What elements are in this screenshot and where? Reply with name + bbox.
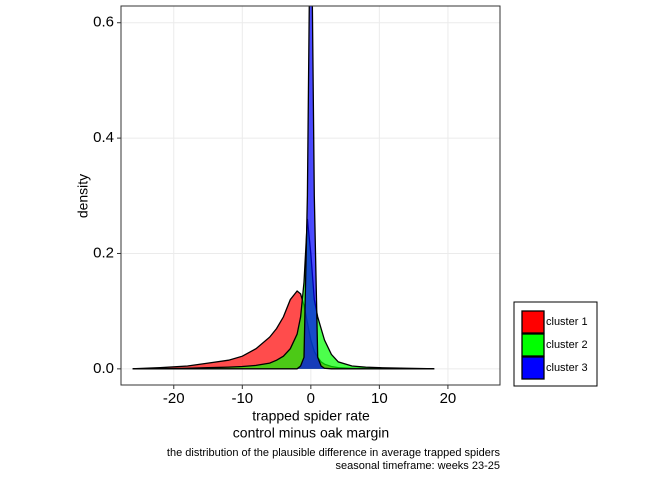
plot-border (120, 5, 501, 386)
legend-key (521, 333, 545, 357)
x-tick-label: 10 (371, 390, 388, 407)
caption: the distribution of the plausible differ… (167, 447, 501, 459)
x-axis-label: trapped spider rate (252, 408, 370, 424)
y-axis-label: density (75, 174, 91, 218)
y-tick-label: 0.0 (93, 360, 114, 377)
y-tick-label: 0.4 (93, 129, 114, 146)
caption: seasonal timeframe: weeks 23-25 (336, 460, 500, 472)
area-fill (132, 291, 435, 369)
x-axis-label: control minus oak margin (233, 425, 389, 441)
density-line (132, 218, 435, 370)
x-tick-label: 0 (307, 390, 315, 407)
y-tick-label: 0.2 (93, 244, 114, 261)
plot-area (132, 6, 435, 370)
legend-label: cluster 1 (546, 316, 588, 328)
legend-label: cluster 3 (546, 362, 588, 374)
y-tick-label: 0.6 (93, 14, 114, 31)
x-tick-label: -20 (163, 390, 185, 407)
legend-key (521, 356, 545, 380)
legend-key (521, 310, 545, 334)
legend-label: cluster 2 (546, 339, 588, 351)
x-tick-label: -10 (231, 390, 253, 407)
x-tick-label: 20 (440, 390, 457, 407)
density-line (132, 6, 435, 370)
